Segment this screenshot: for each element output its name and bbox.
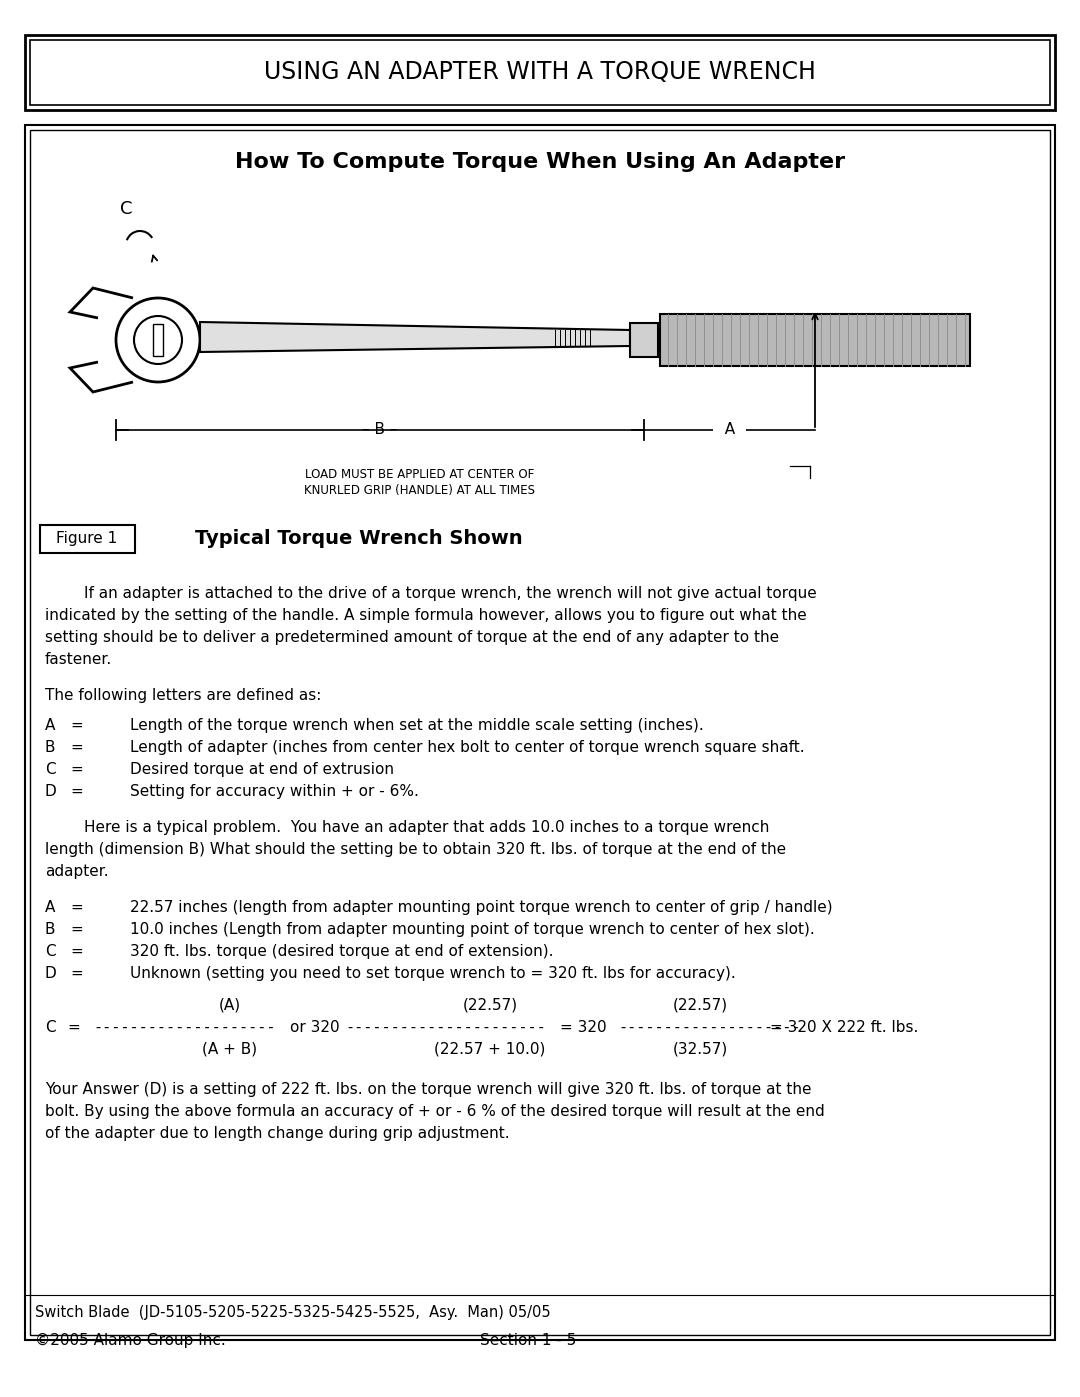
Text: 22.57 inches (length from adapter mounting point torque wrench to center of grip: 22.57 inches (length from adapter mounti…	[130, 900, 833, 915]
Text: B: B	[45, 740, 55, 754]
Bar	[30, 41, 1050, 105]
Text: A: A	[725, 422, 734, 437]
Bar	[30, 130, 1050, 1336]
Text: (22.57 + 10.0): (22.57 + 10.0)	[434, 1042, 545, 1058]
Text: = 320 X 222 ft. lbs.: = 320 X 222 ft. lbs.	[770, 1020, 918, 1035]
Text: --------------------: --------------------	[618, 1020, 800, 1035]
Text: fastener.: fastener.	[45, 652, 112, 666]
Text: Length of the torque wrench when set at the middle scale setting (inches).: Length of the torque wrench when set at …	[130, 718, 704, 733]
Bar	[25, 35, 1055, 110]
Text: Figure 1: Figure 1	[56, 531, 118, 546]
Text: indicated by the setting of the handle. A simple formula however, allows you to : indicated by the setting of the handle. …	[45, 608, 807, 623]
Text: of the adapter due to length change during grip adjustment.: of the adapter due to length change duri…	[45, 1126, 510, 1141]
Text: KNURLED GRIP (HANDLE) AT ALL TIMES: KNURLED GRIP (HANDLE) AT ALL TIMES	[305, 483, 536, 497]
Bar	[25, 124, 1055, 1340]
Text: Desired torque at end of extrusion: Desired torque at end of extrusion	[130, 761, 394, 777]
Text: ©2005 Alamo Group Inc.: ©2005 Alamo Group Inc.	[35, 1333, 226, 1348]
Text: (A + B): (A + B)	[202, 1042, 257, 1058]
Text: adapter.: adapter.	[45, 863, 109, 879]
Text: =: =	[67, 1020, 80, 1035]
Text: Section 1 - 5: Section 1 - 5	[480, 1333, 577, 1348]
Text: =: =	[70, 922, 83, 937]
Text: bolt. By using the above formula an accuracy of + or - 6 % of the desired torque: bolt. By using the above formula an accu…	[45, 1104, 825, 1119]
Text: =: =	[70, 761, 83, 777]
Text: = 320: = 320	[561, 1020, 607, 1035]
Text: LOAD MUST BE APPLIED AT CENTER OF: LOAD MUST BE APPLIED AT CENTER OF	[306, 468, 535, 481]
Text: =: =	[70, 784, 83, 799]
Text: --------------------: --------------------	[93, 1020, 275, 1035]
Text: =: =	[70, 900, 83, 915]
Text: length (dimension B) What should the setting be to obtain 320 ft. lbs. of torque: length (dimension B) What should the set…	[45, 842, 786, 856]
Text: C: C	[45, 1020, 56, 1035]
Text: or 320: or 320	[291, 1020, 339, 1035]
Text: Your Answer (D) is a setting of 222 ft. lbs. on the torque wrench will give 320 : Your Answer (D) is a setting of 222 ft. …	[45, 1083, 811, 1097]
Text: (32.57): (32.57)	[673, 1042, 728, 1058]
Text: =: =	[70, 944, 83, 958]
Text: Typical Torque Wrench Shown: Typical Torque Wrench Shown	[195, 529, 523, 549]
Bar	[660, 314, 970, 366]
Text: =: =	[70, 718, 83, 733]
Text: Here is a typical problem.  You have an adapter that adds 10.0 inches to a torqu: Here is a typical problem. You have an a…	[45, 820, 769, 835]
Text: 10.0 inches (Length from adapter mounting point of torque wrench to center of he: 10.0 inches (Length from adapter mountin…	[130, 922, 814, 937]
Text: setting should be to deliver a predetermined amount of torque at the end of any : setting should be to deliver a predeterm…	[45, 630, 779, 645]
Text: =: =	[70, 965, 83, 981]
Text: C: C	[45, 944, 56, 958]
Bar	[40, 525, 135, 553]
Text: – B –: – B –	[362, 422, 397, 437]
Text: A: A	[45, 900, 55, 915]
Text: Unknown (setting you need to set torque wrench to = 320 ft. lbs for accuracy).: Unknown (setting you need to set torque …	[130, 965, 735, 981]
Bar	[630, 323, 658, 358]
Text: 320 ft. lbs. torque (desired torque at end of extension).: 320 ft. lbs. torque (desired torque at e…	[130, 944, 554, 958]
Text: (A): (A)	[219, 997, 241, 1013]
Text: USING AN ADAPTER WITH A TORQUE WRENCH: USING AN ADAPTER WITH A TORQUE WRENCH	[265, 60, 815, 84]
Text: =: =	[70, 740, 83, 754]
Polygon shape	[200, 321, 630, 352]
Text: How To Compute Torque When Using An Adapter: How To Compute Torque When Using An Adap…	[235, 152, 845, 172]
Text: B: B	[45, 922, 55, 937]
Text: D: D	[45, 965, 57, 981]
Text: ----------------------: ----------------------	[345, 1020, 545, 1035]
Text: If an adapter is attached to the drive of a torque wrench, the wrench will not g: If an adapter is attached to the drive o…	[45, 585, 816, 601]
Text: (22.57): (22.57)	[673, 997, 728, 1013]
Text: (22.57): (22.57)	[462, 997, 517, 1013]
Text: Setting for accuracy within + or - 6%.: Setting for accuracy within + or - 6%.	[130, 784, 419, 799]
Text: Switch Blade  (JD-5105-5205-5225-5325-5425-5525,  Asy.  Man) 05/05: Switch Blade (JD-5105-5205-5225-5325-542…	[35, 1305, 551, 1320]
Text: D: D	[45, 784, 57, 799]
Bar	[153, 324, 163, 356]
Text: C: C	[45, 761, 56, 777]
Text: A: A	[45, 718, 55, 733]
Text: Length of adapter (inches from center hex bolt to center of torque wrench square: Length of adapter (inches from center he…	[130, 740, 805, 754]
Text: The following letters are defined as:: The following letters are defined as:	[45, 687, 322, 703]
Text: A: A	[715, 422, 744, 437]
Text: C: C	[120, 200, 132, 218]
